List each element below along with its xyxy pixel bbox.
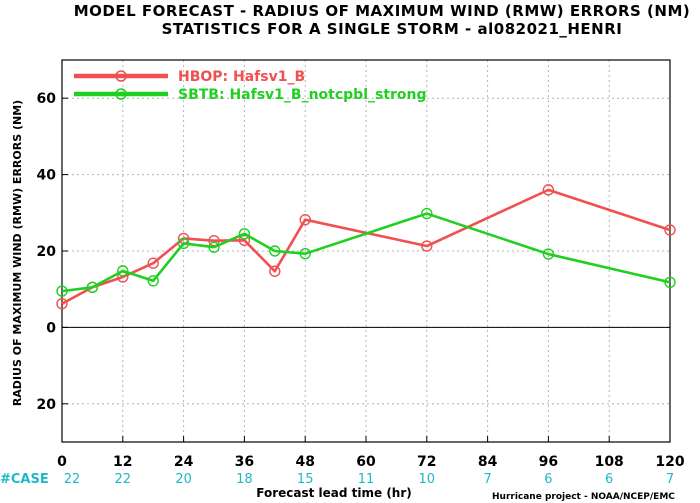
case-count: 6	[544, 472, 552, 487]
case-count: 18	[236, 472, 253, 487]
data-point	[421, 207, 433, 220]
chart-subtitle: STATISTICS FOR A SINGLE STORM - al082021…	[162, 20, 623, 38]
x-tick-label: 36	[235, 454, 254, 470]
data-point	[421, 240, 433, 252]
y-tick-label: 20	[37, 397, 57, 413]
case-count: 6	[605, 472, 613, 487]
data-point	[269, 265, 281, 277]
data-point	[299, 213, 311, 226]
data-point	[542, 248, 555, 260]
case-count: 7	[483, 472, 491, 487]
data-point	[238, 234, 251, 247]
case-count: 22	[64, 472, 81, 487]
x-tick-label: 84	[478, 454, 498, 470]
data-point	[664, 276, 676, 289]
chart-title: MODEL FORECAST - RADIUS OF MAXIMUM WIND …	[74, 2, 691, 20]
grid-lines	[62, 60, 670, 442]
legend-label-sbtb: SBTB: Hafsv1_B_notcpbl_strong	[178, 87, 427, 103]
credit-text: Hurricane project - NOAA/NCEP/EMC	[492, 492, 675, 502]
data-point	[86, 281, 99, 293]
y-tick-label: 40	[37, 168, 57, 184]
data-point	[542, 184, 555, 196]
data-point	[147, 257, 159, 269]
y-axis-ticks: 20 0 20 40 60	[37, 91, 68, 413]
case-count: 20	[175, 472, 192, 487]
data-point	[147, 275, 159, 287]
case-count: 10	[419, 472, 436, 487]
series-line	[61, 212, 671, 293]
x-axis-ticks: 0 12 24 36 48 60 72 84 96 108 120	[57, 436, 685, 470]
series-layer	[56, 184, 676, 310]
data-point	[117, 265, 129, 277]
data-point	[56, 285, 68, 297]
y-axis-label: RADIUS OF MAXIMUM WIND (RMW) ERRORS (NM)	[11, 100, 24, 406]
x-tick-label: 48	[295, 454, 314, 470]
x-tick-label: 24	[174, 454, 194, 470]
x-tick-label: 120	[655, 454, 684, 470]
x-tick-label: 60	[356, 454, 376, 470]
case-label: #CASE	[0, 472, 49, 487]
legend-label-hbop: HBOP: Hafsv1_B	[178, 69, 305, 85]
x-axis-label: Forecast lead time (hr)	[256, 486, 412, 500]
data-point	[208, 234, 220, 247]
data-point	[238, 228, 251, 240]
x-tick-label: 96	[539, 454, 558, 470]
y-tick-label: 0	[46, 320, 56, 336]
legend-marker-sbtb	[115, 88, 127, 100]
case-count: 15	[297, 472, 314, 487]
data-point	[299, 247, 311, 260]
data-point	[56, 298, 68, 310]
data-point	[208, 241, 220, 253]
data-point	[177, 237, 190, 250]
y-tick-label: 60	[37, 91, 57, 107]
y-tick-label: 20	[37, 244, 57, 260]
case-count: 7	[666, 472, 674, 487]
case-counts: 22 22 20 18 15 11 10 7 6 6 7	[64, 472, 674, 487]
x-tick-label: 108	[595, 454, 624, 470]
case-count: 11	[358, 472, 375, 487]
data-point	[664, 224, 676, 236]
x-tick-label: 12	[113, 454, 132, 470]
x-tick-label: 0	[57, 454, 67, 470]
legend: HBOP: Hafsv1_B SBTB: Hafsv1_B_notcpbl_st…	[74, 69, 427, 103]
x-tick-label: 72	[417, 454, 436, 470]
series-sbtb	[56, 207, 676, 297]
legend-marker-hbop	[115, 70, 127, 82]
case-count: 22	[115, 472, 132, 487]
data-point	[269, 245, 281, 257]
